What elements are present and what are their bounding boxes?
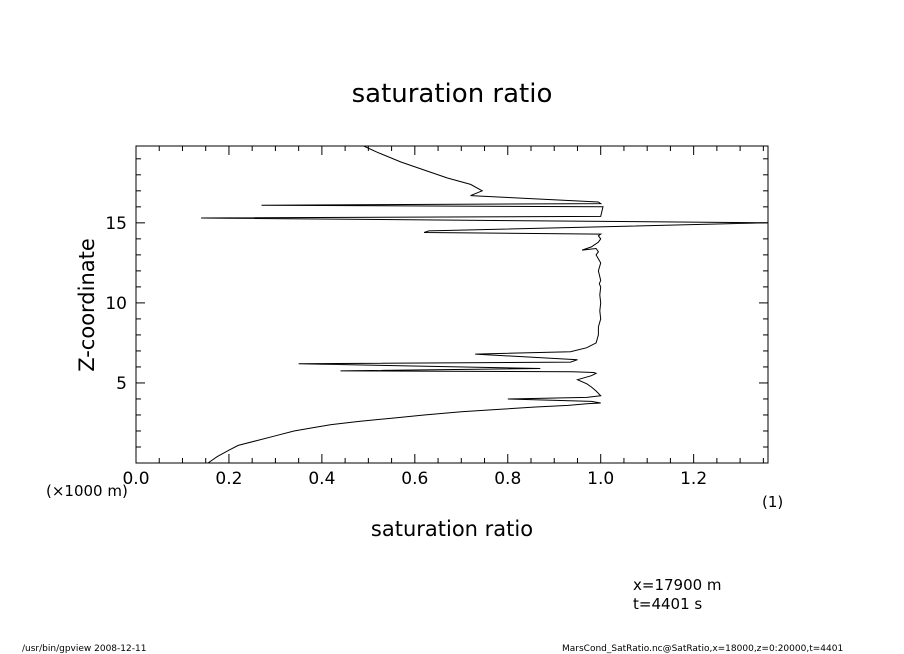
x-tick-label: 0.2 — [215, 469, 242, 489]
x-tick-label: 1.2 — [680, 469, 707, 489]
footer-right: MarsCond_SatRatio.nc@SatRatio,x=18000,z=… — [562, 644, 843, 654]
footer-left: /usr/bin/gpview 2008-12-11 — [22, 644, 146, 654]
x-axis-label: saturation ratio — [371, 517, 533, 541]
y-axis-tick-labels: 5 10 15 — [105, 214, 127, 394]
x-axis-ticks — [135, 146, 764, 463]
time-readout: t=4401 s — [633, 595, 702, 613]
x-axis-tick-labels: 0.0 0.2 0.4 0.6 0.8 1.0 1.2 — [122, 469, 707, 489]
x-tick-label: 1.0 — [587, 469, 614, 489]
y-tick-label: 5 — [116, 374, 127, 394]
plot-frame — [135, 145, 769, 464]
x-tick-label: 0.6 — [401, 469, 428, 489]
y-axis-ticks — [136, 158, 768, 448]
x-tick-label: 0.8 — [494, 469, 521, 489]
y-axis-unit: (×1000 m) — [46, 482, 128, 500]
x-axis-unit: (1) — [762, 493, 783, 511]
y-axis-label: Z-coordinate — [75, 238, 99, 372]
x-tick-label: 0.0 — [122, 469, 149, 489]
y-tick-label: 10 — [105, 294, 127, 314]
series-line — [201, 145, 769, 464]
x-tick-label: 0.4 — [308, 469, 335, 489]
y-tick-label: 15 — [105, 214, 127, 234]
x-position-readout: x=17900 m — [633, 576, 722, 594]
chart-title: saturation ratio — [352, 79, 553, 109]
